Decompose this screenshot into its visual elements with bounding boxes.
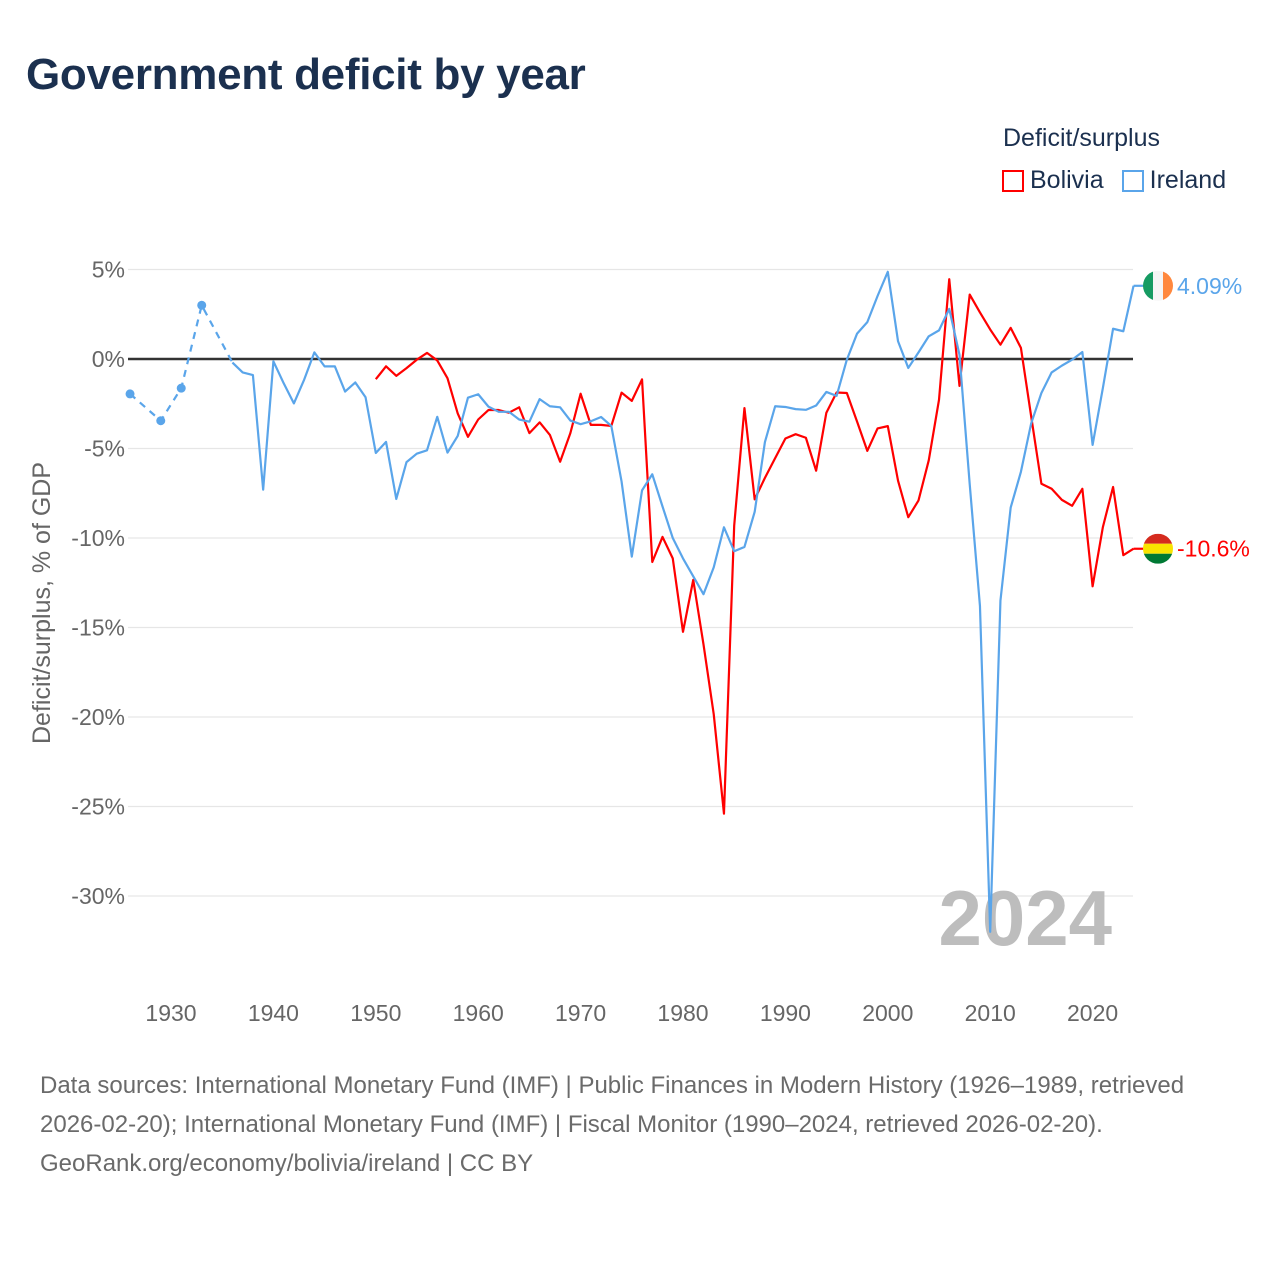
y-tick-label: -30% [71, 883, 125, 909]
series-lines [125, 270, 1145, 933]
y-tick-label: 0% [92, 346, 125, 372]
x-tick-label: 2020 [1067, 1000, 1118, 1026]
legend-swatch-bolivia [1002, 169, 1024, 192]
y-tick-label: 5% [92, 257, 125, 283]
chart-title: Government deficit by year [26, 50, 586, 99]
x-tick-label: 1940 [248, 1000, 299, 1026]
legend: Bolivia Ireland [1002, 166, 1226, 195]
y-tick-label: -10% [71, 525, 125, 551]
ireland-data-point [125, 389, 135, 399]
legend-label-ireland: Ireland [1149, 166, 1227, 194]
x-tick-label: 2000 [862, 1000, 913, 1026]
legend-label-bolivia: Bolivia [1030, 166, 1104, 194]
ireland-data-point [197, 300, 207, 310]
flag-stripe [1143, 270, 1153, 301]
gridlines [128, 268, 1133, 897]
legend-item-bolivia[interactable]: Bolivia [1002, 166, 1104, 195]
bolivia-flag-icon [1143, 533, 1173, 564]
ireland-data-point [176, 383, 186, 393]
ireland-end-value-label: 4.09% [1177, 273, 1242, 299]
flag-stripe [1143, 543, 1173, 554]
y-tick-label: -20% [71, 704, 125, 730]
ireland-data-point [156, 416, 166, 426]
y-tick-label: -5% [84, 436, 125, 462]
y-tick-label: -25% [71, 794, 125, 820]
ireland-flag-icon [1143, 270, 1173, 301]
y-axis-label: Deficit/surplus, % of GDP [28, 462, 56, 744]
legend-item-ireland[interactable]: Ireland [1121, 166, 1227, 195]
end-labels: -10.6% 4.09% [1143, 270, 1250, 564]
flag-stripe [1143, 533, 1173, 544]
ireland-dashed-line [129, 302, 234, 423]
x-tick-label: 1980 [657, 1000, 708, 1026]
x-tick-label: 1970 [555, 1000, 606, 1026]
x-tick-label: 2010 [965, 1000, 1016, 1026]
x-tick-label: 1930 [145, 1000, 196, 1026]
y-tick-label: -15% [71, 615, 125, 641]
legend-title: Deficit/surplus [1003, 124, 1160, 152]
x-tick-label: 1960 [453, 1000, 504, 1026]
bolivia-end-value-label: -10.6% [1177, 536, 1250, 562]
x-tick-label: 1990 [760, 1000, 811, 1026]
footer: Data sources: International Monetary Fun… [40, 1066, 1250, 1183]
data-sources: Data sources: International Monetary Fun… [40, 1072, 1185, 1138]
legend-swatch-ireland [1121, 169, 1144, 192]
flag-stripe [1163, 270, 1173, 301]
flag-stripes [1143, 533, 1173, 564]
y-axis-ticks: 5% 0% -5% -10% -15% -20% -25% -30% [71, 257, 125, 910]
line-chart: 5% 0% -5% -10% -15% -20% -25% -30% 1930 1940 1950… [28, 257, 1250, 1027]
flag-stripe [1153, 270, 1163, 301]
credit-link[interactable]: GeoRank.org/economy/bolivia/ireland | CC… [40, 1150, 534, 1177]
x-axis-ticks: 1930 1940 1950 1960 1970 1980 1990 2000 2010 2020 [145, 1000, 1118, 1026]
x-tick-label: 1950 [350, 1000, 401, 1026]
ireland-line [231, 270, 1135, 933]
current-year-watermark: 2024 [938, 874, 1112, 962]
flag-stripe [1143, 553, 1173, 564]
flag-stripes [1143, 270, 1173, 301]
